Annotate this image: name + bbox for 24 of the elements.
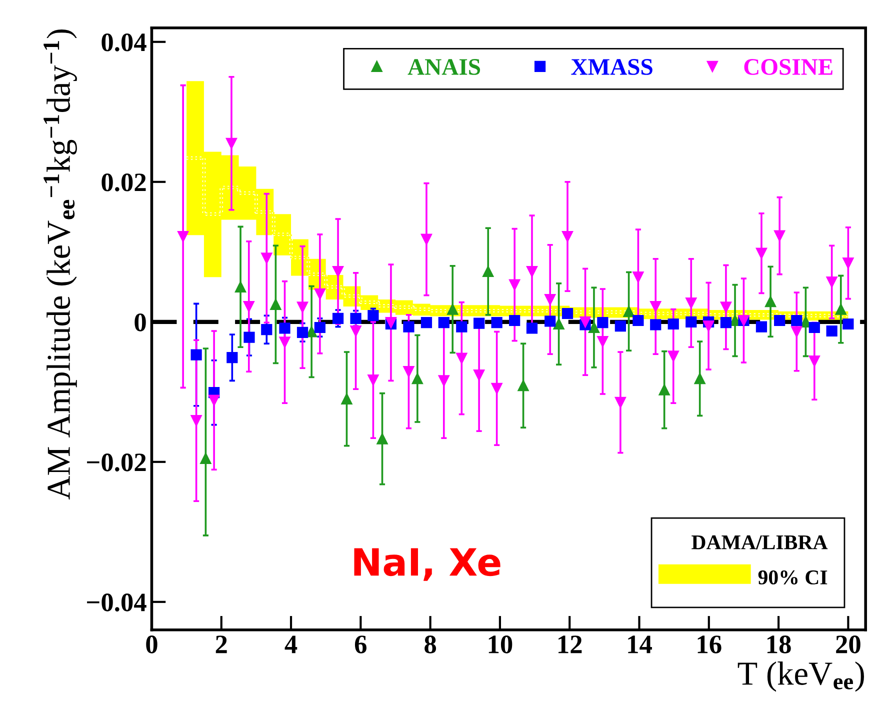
y-axis-title: AM Amplitude (keV$_{ee}$$^{−1}$kg$^{−1}$day$^{−1}$) bbox=[44, 29, 77, 500]
x-tick-label: 20 bbox=[836, 636, 860, 654]
y-tick-label: 0 bbox=[134, 314, 146, 332]
x-tick-label: 14 bbox=[628, 636, 652, 654]
annotation: NaI, Xe bbox=[354, 548, 500, 581]
x-tick-label: 6 bbox=[354, 636, 366, 654]
y-tick-label: 0.04 bbox=[102, 33, 146, 52]
x-tick-label: 18 bbox=[767, 636, 791, 654]
x-tick-label: 0 bbox=[146, 636, 158, 654]
x-tick-label: 12 bbox=[558, 636, 582, 654]
x-tick-label: 16 bbox=[698, 636, 722, 654]
y-tick-label: 0.02 bbox=[102, 174, 146, 192]
x-tick-label: 10 bbox=[488, 636, 512, 654]
x-axis-title: T (keV$_{ee}$) bbox=[738, 661, 864, 692]
x-tick-label: 8 bbox=[424, 636, 436, 654]
legend-label: ANAIS bbox=[408, 59, 480, 75]
x-tick-label: 4 bbox=[284, 636, 298, 654]
y-tick-label: −0.02 bbox=[87, 454, 146, 472]
legend-label: 90% CI bbox=[758, 570, 828, 584]
x-tick-label: 2 bbox=[216, 636, 227, 654]
legend-title: DAMA/LIBRA bbox=[692, 535, 828, 550]
legend-label: XMASS bbox=[571, 59, 652, 75]
legend-label: COSINE bbox=[744, 59, 832, 75]
y-tick-label: −0.04 bbox=[87, 594, 146, 612]
